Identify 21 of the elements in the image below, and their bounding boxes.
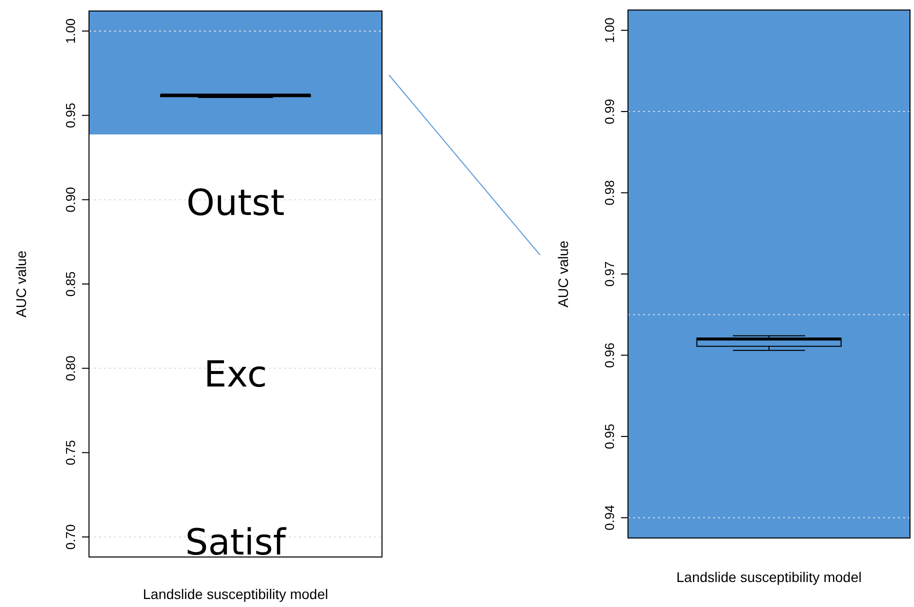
y-tick-label: 0.80 bbox=[63, 356, 78, 381]
y-tick-label: 1.00 bbox=[602, 18, 617, 43]
annotation: Satisf bbox=[185, 522, 288, 564]
y-tick-label: 0.90 bbox=[63, 187, 78, 212]
y-tick-label: 0.98 bbox=[602, 180, 617, 206]
y-tick-label: 0.70 bbox=[63, 524, 78, 550]
y-tick-label: 0.99 bbox=[602, 98, 617, 124]
x-axis-title: Landslide susceptibility model bbox=[676, 569, 862, 585]
y-tick-label: 0.96 bbox=[602, 342, 617, 368]
annotation: Exc bbox=[204, 354, 268, 396]
y-tick-label: 0.94 bbox=[602, 505, 617, 530]
y-axis-title: AUC value bbox=[555, 240, 571, 308]
y-tick-label: 0.95 bbox=[63, 102, 78, 128]
y-tick-label: 0.95 bbox=[602, 424, 617, 450]
y-tick-label: 0.85 bbox=[63, 271, 78, 297]
x-axis-title: Landslide susceptibility model bbox=[142, 586, 328, 602]
y-tick-label: 1.00 bbox=[63, 18, 78, 44]
annotation: Outst bbox=[186, 183, 285, 224]
y-axis-title: AUC value bbox=[13, 250, 29, 318]
y-tick-label: 0.75 bbox=[63, 440, 78, 466]
y-tick-label: 0.97 bbox=[602, 261, 617, 287]
